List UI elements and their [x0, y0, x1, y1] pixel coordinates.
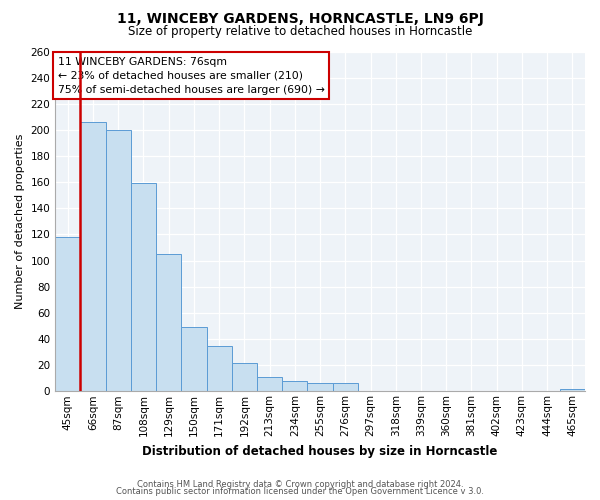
Bar — [131, 184, 156, 392]
Bar — [560, 388, 585, 392]
Bar — [332, 384, 358, 392]
Bar — [106, 130, 131, 392]
Text: 11 WINCEBY GARDENS: 76sqm
← 23% of detached houses are smaller (210)
75% of semi: 11 WINCEBY GARDENS: 76sqm ← 23% of detac… — [58, 56, 325, 94]
Text: Contains public sector information licensed under the Open Government Licence v : Contains public sector information licen… — [116, 487, 484, 496]
Bar — [206, 346, 232, 392]
Text: Size of property relative to detached houses in Horncastle: Size of property relative to detached ho… — [128, 25, 472, 38]
Y-axis label: Number of detached properties: Number of detached properties — [15, 134, 25, 309]
Bar — [257, 377, 282, 392]
Text: Contains HM Land Registry data © Crown copyright and database right 2024.: Contains HM Land Registry data © Crown c… — [137, 480, 463, 489]
Bar — [80, 122, 106, 392]
Bar — [156, 254, 181, 392]
Bar — [232, 362, 257, 392]
X-axis label: Distribution of detached houses by size in Horncastle: Distribution of detached houses by size … — [142, 444, 498, 458]
Bar — [181, 327, 206, 392]
Bar — [282, 381, 307, 392]
Bar — [307, 384, 332, 392]
Bar — [55, 237, 80, 392]
Text: 11, WINCEBY GARDENS, HORNCASTLE, LN9 6PJ: 11, WINCEBY GARDENS, HORNCASTLE, LN9 6PJ — [116, 12, 484, 26]
